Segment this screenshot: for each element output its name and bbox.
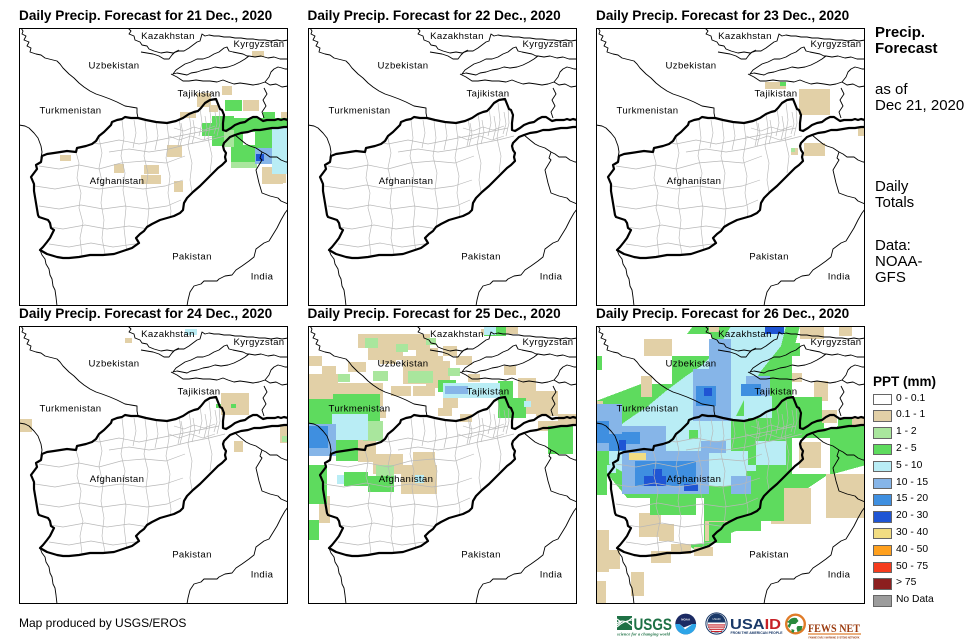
svg-text:science for a changing world: science for a changing world	[616, 631, 671, 636]
svg-text:NOAA: NOAA	[681, 618, 691, 622]
svg-text:USGS: USGS	[634, 615, 673, 634]
svg-text:FEWS NET: FEWS NET	[808, 621, 860, 635]
svg-text:FROM THE AMERICAN PEOPLE: FROM THE AMERICAN PEOPLE	[731, 631, 783, 635]
svg-text:USAID: USAID	[713, 617, 721, 621]
svg-text:FAMINE EARLY WARNING SYSTEMS N: FAMINE EARLY WARNING SYSTEMS NETWORK	[809, 635, 860, 639]
svg-text:USAID: USAID	[730, 617, 781, 633]
